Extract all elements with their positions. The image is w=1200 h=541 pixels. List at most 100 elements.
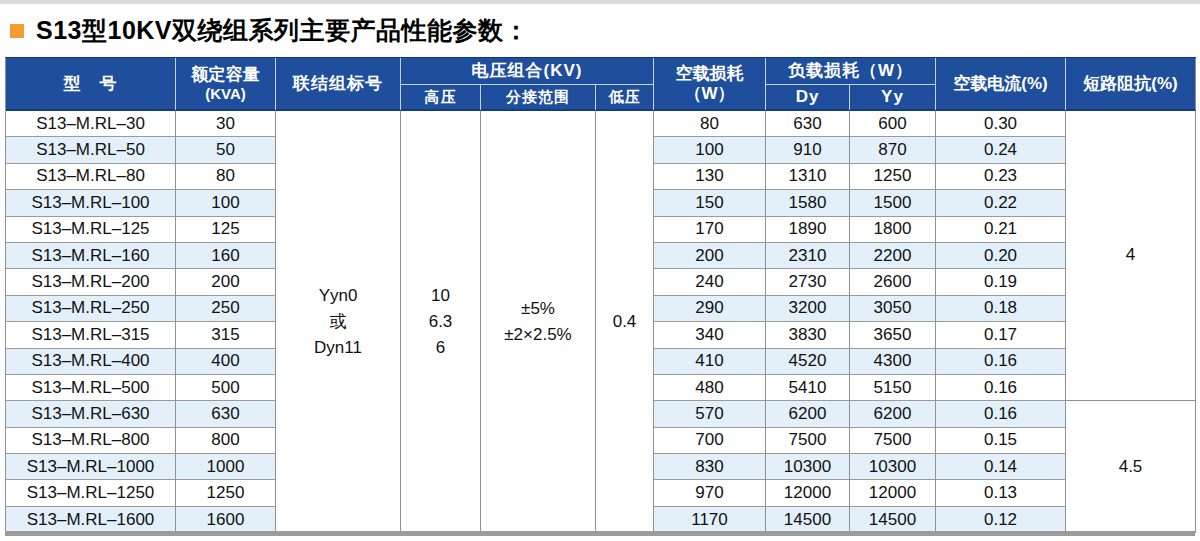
cell-load-loss-dy: 1310 — [766, 164, 850, 190]
cell-no-load-current: 0.16 — [936, 375, 1066, 401]
page-title-row: S13型10KV双绕组系列主要产品性能参数： — [10, 8, 529, 52]
cell-capacity: 30 — [176, 111, 276, 137]
cell-impedance-4: 4 — [1066, 111, 1196, 401]
cell-no-load-current: 0.16 — [936, 401, 1066, 427]
cell-no-load-loss: 410 — [654, 349, 766, 375]
header-no-load-loss-line1: 空载损耗 — [676, 64, 744, 84]
hv-line: 10 — [431, 283, 450, 309]
cell-load-loss-yy: 2600 — [850, 269, 936, 295]
cell-load-loss-dy: 3830 — [766, 322, 850, 348]
header-yy: Yy — [850, 85, 936, 111]
cell-capacity: 200 — [176, 269, 276, 295]
header-tap-range: 分接范围 — [481, 85, 596, 111]
cell-no-load-current: 0.12 — [936, 507, 1066, 533]
cell-no-load-loss: 80 — [654, 111, 766, 137]
cell-no-load-current: 0.22 — [936, 190, 1066, 216]
cell-capacity: 250 — [176, 296, 276, 322]
cell-no-load-loss: 340 — [654, 322, 766, 348]
cell-capacity: 100 — [176, 190, 276, 216]
cell-no-load-loss: 290 — [654, 296, 766, 322]
cell-no-load-current: 0.13 — [936, 480, 1066, 506]
header-voltage-group: 电压组合(KV) — [401, 58, 654, 85]
cell-no-load-current: 0.23 — [936, 164, 1066, 190]
cell-no-load-loss: 240 — [654, 269, 766, 295]
cell-no-load-loss: 480 — [654, 375, 766, 401]
cell-no-load-loss: 100 — [654, 137, 766, 163]
cell-model: S13–M.RL–400 — [6, 349, 176, 375]
cell-model: S13–M.RL–630 — [6, 401, 176, 427]
cell-load-loss-yy: 2200 — [850, 243, 936, 269]
cell-load-loss-dy: 1890 — [766, 217, 850, 243]
cell-tap-merged: ±5% ±2×2.5% — [481, 111, 596, 533]
cell-capacity: 1600 — [176, 507, 276, 533]
cell-no-load-loss: 1170 — [654, 507, 766, 533]
cell-load-loss-dy: 5410 — [766, 375, 850, 401]
cell-no-load-current: 0.21 — [936, 217, 1066, 243]
hv-line: 6.3 — [429, 309, 453, 335]
cell-model: S13–M.RL–800 — [6, 428, 176, 454]
cell-model: S13–M.RL–50 — [6, 137, 176, 163]
cell-capacity: 80 — [176, 164, 276, 190]
cell-load-loss-yy: 870 — [850, 137, 936, 163]
header-no-load-current: 空载电流(%) — [936, 58, 1066, 111]
cell-load-loss-dy: 2310 — [766, 243, 850, 269]
cell-no-load-current: 0.15 — [936, 428, 1066, 454]
cell-model: S13–M.RL–100 — [6, 190, 176, 216]
cell-model: S13–M.RL–1600 — [6, 507, 176, 533]
header-impedance: 短路阻抗(%) — [1066, 58, 1196, 111]
cell-load-loss-yy: 4300 — [850, 349, 936, 375]
cell-load-loss-dy: 2730 — [766, 269, 850, 295]
cell-load-loss-yy: 6200 — [850, 401, 936, 427]
header-capacity: 额定容量 (KVA) — [176, 58, 276, 111]
cell-no-load-current: 0.30 — [936, 111, 1066, 137]
cell-load-loss-dy: 910 — [766, 137, 850, 163]
cell-load-loss-yy: 12000 — [850, 480, 936, 506]
header-dy: Dy — [766, 85, 850, 111]
cell-load-loss-dy: 3200 — [766, 296, 850, 322]
cell-no-load-current: 0.19 — [936, 269, 1066, 295]
tap-line: ±2×2.5% — [504, 322, 571, 348]
page-title: S13型10KV双绕组系列主要产品性能参数： — [36, 14, 529, 47]
cell-lv-merged: 0.4 — [596, 111, 654, 533]
cell-no-load-current: 0.14 — [936, 454, 1066, 480]
cell-load-loss-yy: 1500 — [850, 190, 936, 216]
header-no-load-loss: 空载损耗 （W） — [654, 58, 766, 111]
cell-no-load-loss: 200 — [654, 243, 766, 269]
header-capacity-line1: 额定容量 — [192, 65, 260, 85]
cell-load-loss-dy: 14500 — [766, 507, 850, 533]
cell-capacity: 630 — [176, 401, 276, 427]
page-top-stripe — [0, 0, 1200, 4]
cell-load-loss-yy: 5150 — [850, 375, 936, 401]
cell-load-loss-dy: 7500 — [766, 428, 850, 454]
cell-capacity: 50 — [176, 137, 276, 163]
header-capacity-line2: (KVA) — [205, 85, 246, 102]
cell-no-load-loss: 170 — [654, 217, 766, 243]
cell-load-loss-yy: 7500 — [850, 428, 936, 454]
cell-load-loss-yy: 1250 — [850, 164, 936, 190]
spec-table: 型 号 额定容量 (KVA) 联结组标号 电压组合(KV) 高压 分接范围 低压… — [5, 57, 1196, 533]
cell-capacity: 1250 — [176, 480, 276, 506]
cell-model: S13–M.RL–315 — [6, 322, 176, 348]
cell-no-load-current: 0.16 — [936, 349, 1066, 375]
header-model: 型 号 — [6, 58, 176, 111]
cell-capacity: 1000 — [176, 454, 276, 480]
cell-model: S13–M.RL–250 — [6, 296, 176, 322]
cell-no-load-loss: 570 — [654, 401, 766, 427]
header-hv: 高压 — [401, 85, 481, 111]
cell-load-loss-dy: 1580 — [766, 190, 850, 216]
cell-model: S13–M.RL–80 — [6, 164, 176, 190]
cell-capacity: 125 — [176, 217, 276, 243]
header-load-loss: 负载损耗（W） — [766, 58, 936, 85]
tap-line: ±5% — [521, 296, 555, 322]
cell-no-load-loss: 130 — [654, 164, 766, 190]
cell-no-load-current: 0.20 — [936, 243, 1066, 269]
cell-load-loss-yy: 10300 — [850, 454, 936, 480]
cell-no-load-loss: 830 — [654, 454, 766, 480]
cell-no-load-current: 0.18 — [936, 296, 1066, 322]
cell-model: S13–M.RL–200 — [6, 269, 176, 295]
cell-no-load-loss: 970 — [654, 480, 766, 506]
cell-capacity: 800 — [176, 428, 276, 454]
cell-load-loss-dy: 12000 — [766, 480, 850, 506]
cell-no-load-current: 0.24 — [936, 137, 1066, 163]
cell-capacity: 315 — [176, 322, 276, 348]
